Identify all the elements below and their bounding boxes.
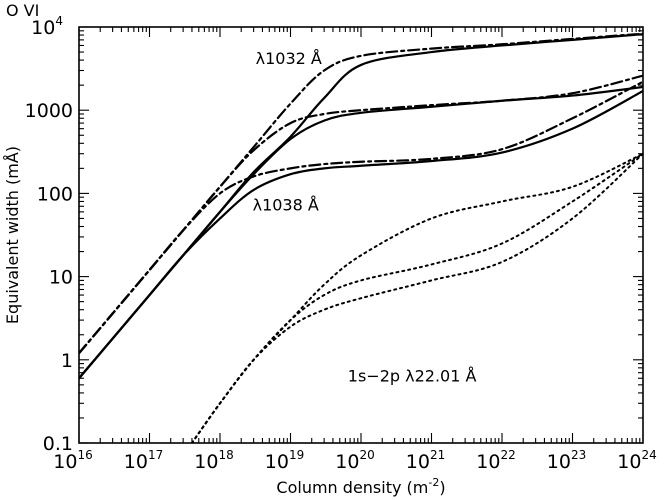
x-tick-label: 1023 [547, 448, 586, 473]
x-tick-label: 1021 [406, 448, 445, 473]
series-line-solid [79, 85, 643, 380]
y-tick-label: 100 [37, 183, 73, 205]
x-axis-title-end: ) [439, 478, 445, 497]
x-tick-labels: 1016 1017 1018 1019 1020 1021 1022 1023 1024 [53, 448, 656, 473]
annotation-label: λ1038 Å [253, 196, 319, 215]
chart-title: O VI [6, 1, 39, 20]
y-tick-label: 10 [49, 267, 73, 289]
x-tick-label: 1016 [53, 448, 92, 473]
y-tick-label: 104 [31, 14, 63, 39]
x-tick-exponent: 19 [289, 448, 304, 462]
series-line-solid [79, 89, 643, 380]
x-tick-exponent: 17 [148, 448, 163, 462]
annotations: λ1032 Å λ1038 Å 1s−2p λ22.01 Å [253, 49, 477, 385]
x-tick-exponent: 21 [430, 448, 445, 462]
x-tick-label: 1018 [194, 448, 233, 473]
x-tick-label: 1017 [124, 448, 163, 473]
series-lines [79, 32, 643, 443]
series-line-solid [79, 33, 643, 380]
annotation-label: λ1032 Å [256, 49, 322, 68]
y-axis-title: Equivalent width (mÅ) [3, 146, 22, 324]
x-axis-title: Column density (m-2) [276, 476, 445, 497]
x-tick-label: 1024 [617, 448, 656, 473]
y-tick-exponent: 4 [55, 14, 63, 28]
series-line-dashdot [79, 74, 643, 355]
x-tick-label: 1019 [265, 448, 304, 473]
x-tick-exponent: 20 [359, 448, 374, 462]
y-tick-label: 1000 [25, 100, 73, 122]
x-tick-exponent: 23 [571, 448, 586, 462]
y-tick-label: 1 [61, 350, 73, 372]
annotation-label: 1s−2p λ22.01 Å [348, 366, 477, 385]
series-line-dashdot [79, 80, 643, 355]
x-tick-exponent: 16 [77, 448, 92, 462]
x-axis-title-exponent: -2 [428, 476, 439, 489]
series-line-dotted [190, 152, 643, 443]
y-tick-label: 0.1 [43, 433, 73, 455]
series-line-dashdot [79, 32, 643, 355]
x-tick-label: 1020 [335, 448, 374, 473]
x-tick-exponent: 24 [641, 448, 656, 462]
x-tick-exponent: 18 [218, 448, 233, 462]
series-line-dotted [190, 152, 643, 443]
tick-marks [78, 27, 643, 444]
x-tick-label: 1022 [476, 448, 515, 473]
x-tick-exponent: 22 [500, 448, 515, 462]
y-tick-labels: 0.1 1 10 100 1000 104 [25, 14, 73, 455]
